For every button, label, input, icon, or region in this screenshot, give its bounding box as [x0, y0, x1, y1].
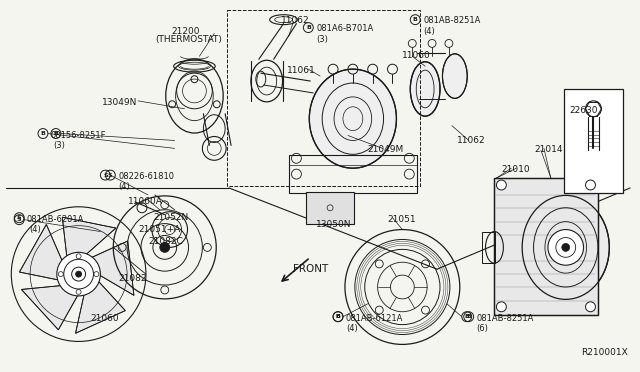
Bar [307, 192, 354, 224]
Text: B: B [464, 314, 469, 319]
Ellipse shape [309, 69, 396, 168]
Ellipse shape [522, 195, 609, 299]
Circle shape [76, 271, 81, 277]
Text: 21200: 21200 [172, 26, 200, 36]
Text: 11061: 11061 [287, 66, 316, 75]
Bar [289, 155, 417, 193]
Circle shape [497, 180, 506, 190]
Circle shape [497, 302, 506, 312]
Text: 21010: 21010 [501, 165, 530, 174]
Polygon shape [62, 217, 116, 258]
Ellipse shape [410, 62, 440, 116]
Text: 21082: 21082 [118, 274, 147, 283]
Text: (6): (6) [477, 324, 488, 333]
Circle shape [548, 230, 584, 265]
Text: 081AB-6201A: 081AB-6201A [26, 215, 83, 224]
Text: B: B [335, 314, 340, 319]
Polygon shape [90, 241, 134, 295]
Text: B: B [467, 314, 471, 319]
Circle shape [160, 243, 170, 252]
Text: FRONT: FRONT [294, 264, 329, 274]
Text: (3): (3) [316, 35, 328, 44]
Text: 081AB-8251A: 081AB-8251A [423, 16, 481, 25]
Bar [564, 89, 623, 193]
Text: 13050N: 13050N [316, 219, 352, 229]
Text: B: B [40, 131, 45, 136]
Text: B: B [53, 131, 58, 136]
Circle shape [586, 302, 595, 312]
Text: 08156-8251F: 08156-8251F [51, 131, 106, 140]
Text: 11062: 11062 [457, 135, 486, 144]
Text: (4): (4) [118, 182, 130, 191]
Bar [227, 10, 420, 186]
Text: 21060: 21060 [90, 314, 119, 323]
Ellipse shape [442, 54, 467, 98]
Text: 11062: 11062 [280, 16, 309, 25]
Text: (THERMOSTAT): (THERMOSTAT) [155, 35, 221, 44]
Text: 21049M: 21049M [368, 145, 404, 154]
Text: S: S [17, 215, 22, 220]
Text: S: S [108, 173, 113, 177]
Text: S: S [17, 217, 22, 222]
Bar [481, 231, 495, 263]
Polygon shape [76, 280, 125, 333]
Text: 21082C: 21082C [148, 237, 182, 247]
Text: 08226-61810: 08226-61810 [118, 172, 174, 181]
Polygon shape [21, 285, 79, 330]
Text: 11060A: 11060A [128, 197, 163, 206]
Bar [495, 178, 598, 315]
Text: 081A6-B701A: 081A6-B701A [316, 24, 374, 33]
Text: 081AB-8251A: 081AB-8251A [477, 314, 534, 323]
Text: B: B [413, 17, 418, 22]
Circle shape [586, 180, 595, 190]
Circle shape [562, 243, 570, 251]
Text: 21052N: 21052N [153, 213, 188, 222]
Text: S: S [103, 173, 108, 177]
Text: 081AB-6121A: 081AB-6121A [346, 314, 403, 323]
Polygon shape [19, 224, 63, 280]
Text: 21051: 21051 [388, 215, 416, 224]
Text: 11060: 11060 [403, 51, 431, 60]
Text: (4): (4) [29, 225, 41, 234]
Text: (4): (4) [346, 324, 358, 333]
Text: B: B [335, 314, 340, 319]
Circle shape [57, 252, 100, 296]
Bar [495, 178, 598, 315]
Text: 22630: 22630 [570, 106, 598, 115]
Text: (3): (3) [53, 141, 65, 150]
Text: (4): (4) [423, 26, 435, 36]
Text: B: B [306, 25, 311, 30]
Text: 21051+A: 21051+A [138, 225, 180, 234]
Text: 13049N: 13049N [102, 98, 138, 107]
Text: 21014: 21014 [534, 145, 563, 154]
Text: R210001X: R210001X [582, 348, 628, 357]
